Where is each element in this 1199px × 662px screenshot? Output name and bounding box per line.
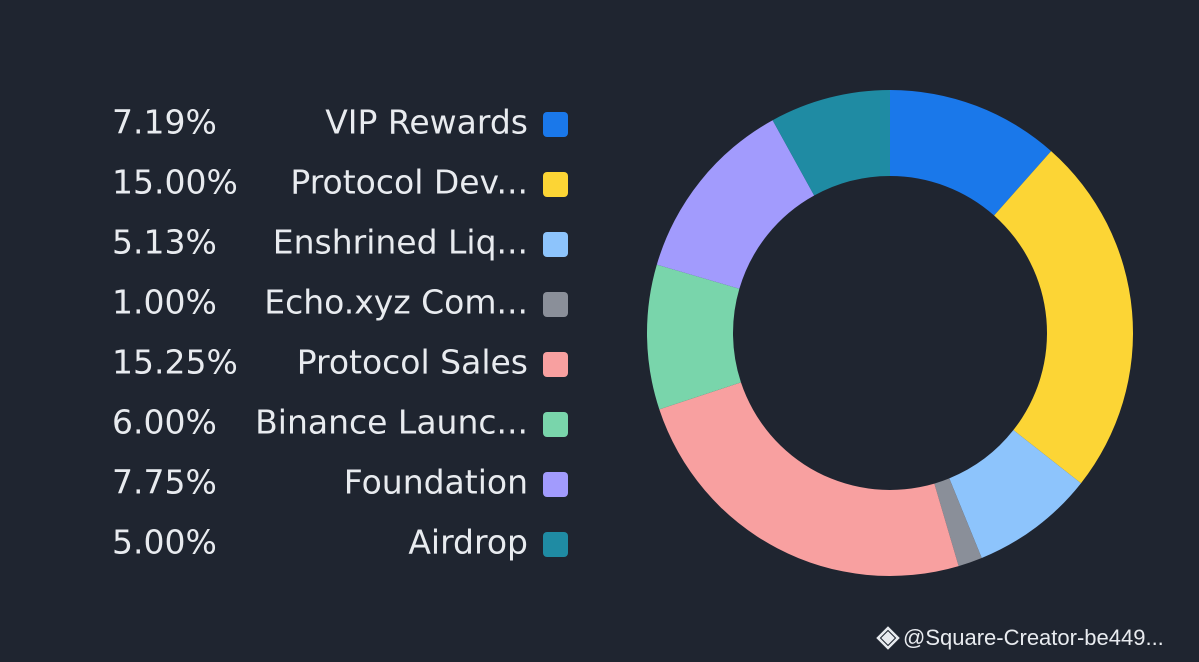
legend-swatch	[543, 292, 568, 317]
slice	[890, 90, 1052, 216]
slice	[934, 478, 982, 567]
legend-swatch	[543, 532, 568, 557]
legend-label: VIP Rewards	[325, 103, 528, 142]
legend-swatch	[543, 352, 568, 377]
legend-label: Protocol Dev...	[290, 163, 528, 202]
legend-value: 6.00%	[112, 403, 217, 442]
legend-label: Foundation	[344, 463, 528, 502]
legend-swatch	[543, 412, 568, 437]
slice	[656, 120, 815, 289]
legend-swatch	[543, 172, 568, 197]
slice	[949, 430, 1082, 559]
legend-value: 15.00%	[112, 163, 238, 202]
watermark-icon	[876, 626, 900, 650]
legend-label: Enshrined Liq...	[273, 223, 528, 262]
legend-value: 15.25%	[112, 343, 238, 382]
legend-label: Airdrop	[408, 523, 528, 562]
legend-value: 5.13%	[112, 223, 217, 262]
watermark: @Square-Creator-be449...	[903, 625, 1164, 650]
legend-label: Echo.xyz Com...	[264, 283, 528, 322]
legend-label: Binance Launc...	[255, 403, 528, 442]
legend-value: 7.19%	[112, 103, 217, 142]
slice	[659, 382, 959, 576]
slice	[994, 151, 1134, 484]
slice	[647, 264, 741, 410]
legend-value: 5.00%	[112, 523, 217, 562]
legend-swatch	[543, 232, 568, 257]
legend-swatch	[543, 472, 568, 497]
slice	[772, 90, 890, 196]
legend-swatch	[543, 112, 568, 137]
legend-label: Protocol Sales	[297, 343, 528, 382]
legend-value: 1.00%	[112, 283, 217, 322]
legend-value: 7.75%	[112, 463, 217, 502]
